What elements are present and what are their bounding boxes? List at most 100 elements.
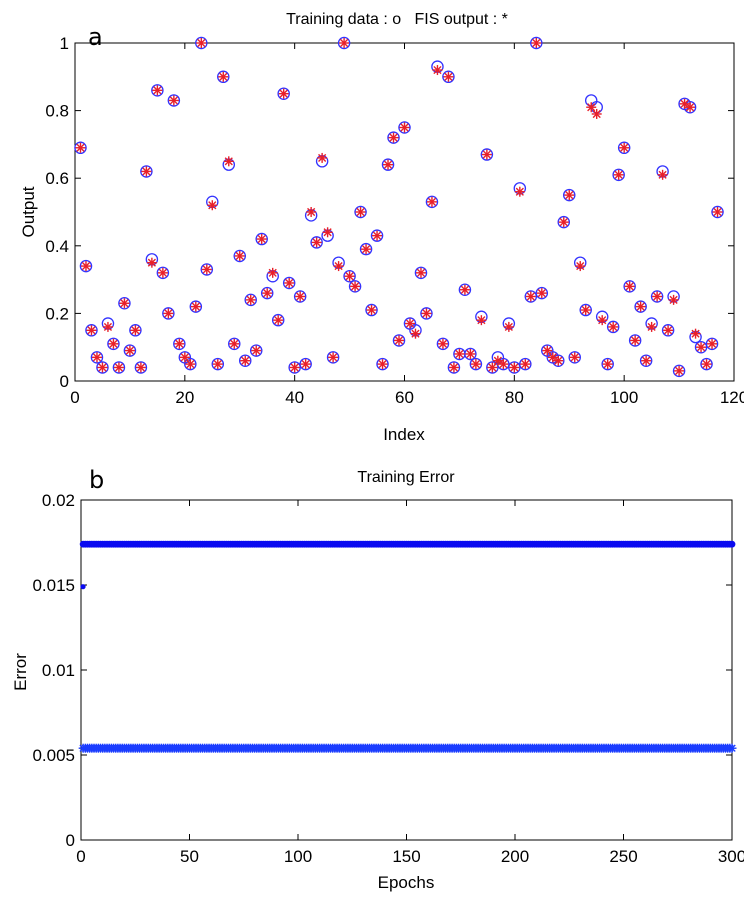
training-data-point: [606, 320, 620, 334]
training-data-point: [617, 141, 631, 155]
training-data-point: [519, 357, 532, 371]
training-data-point: [464, 347, 477, 361]
fis-output-point: [569, 352, 580, 363]
training-data-point: [398, 121, 411, 134]
fis-output-point: [580, 305, 591, 316]
training-data-point: [299, 357, 312, 371]
fis-output-point: [113, 362, 124, 373]
fis-output-point: [690, 328, 701, 339]
training-data-point: [458, 283, 472, 296]
chart-a-xtick-label: 80: [505, 388, 524, 407]
fis-output-point: [492, 355, 503, 366]
fis-output-point: [437, 338, 448, 349]
fis-output-point: [421, 308, 432, 319]
training-data-point: [469, 357, 483, 371]
fis-output-point: [487, 362, 498, 373]
training-data-point: [711, 205, 724, 219]
fis-output-point: [196, 38, 207, 48]
training-data-point: [156, 266, 170, 280]
fis-output-point: [476, 315, 487, 326]
training-data-point: [195, 36, 208, 50]
training-data-point: [601, 357, 614, 371]
training-data-point: [354, 205, 367, 219]
fis-output-point: [328, 352, 339, 363]
chart-a-ytick-label: 1: [60, 34, 69, 53]
fis-output-point: [701, 359, 712, 370]
fis-output-point: [289, 362, 300, 373]
fis-output-point: [443, 71, 454, 82]
fis-output-point: [284, 277, 295, 288]
chart-b-ytick-label: 0.015: [32, 576, 75, 595]
fis-output-point: [300, 359, 311, 370]
fis-output-point: [668, 294, 679, 305]
fis-output-point: [459, 284, 470, 295]
training-data-point: [123, 344, 137, 357]
fis-output-point: [256, 234, 267, 245]
training-data-point: [189, 300, 203, 313]
fis-output-point: [108, 338, 119, 349]
training-data-point: [694, 340, 708, 354]
fis-output-point: [641, 355, 652, 366]
fis-output-point: [646, 321, 657, 332]
training-data-point: [365, 303, 378, 317]
fis-output-point: [372, 230, 383, 241]
training-data-point: [140, 165, 153, 178]
chart-a-title: Training data : o FIS output : *: [286, 11, 508, 28]
training-data-point: [277, 87, 290, 100]
training-data-point: [447, 361, 461, 374]
fis-output-point: [564, 190, 575, 201]
chart-b-ytick-label: 0.02: [42, 491, 75, 510]
training-data-point: [326, 351, 340, 364]
fis-output-point: [712, 207, 723, 217]
training-data-point: [184, 357, 197, 371]
fis-output-point: [75, 142, 86, 153]
fis-output-point: [630, 335, 641, 346]
fis-output-point: [657, 169, 668, 180]
chart-a-xtick-label: 100: [610, 388, 638, 407]
chart-a-marks: [74, 36, 724, 378]
chart-b-xtick-label: 50: [180, 847, 199, 866]
training-data-point: [524, 290, 538, 303]
initial-error-dot: [80, 584, 86, 590]
chart-b-plot-area: [80, 499, 733, 841]
training-data-point: [420, 307, 433, 320]
training-data-point: [535, 286, 549, 300]
fis-output-point: [432, 65, 443, 76]
training-data-point: [650, 290, 664, 303]
panel-label-a: a: [88, 23, 103, 51]
chart-b-ytick-label: 0.01: [42, 661, 75, 680]
chart-a-ytick-label: 0.6: [45, 169, 69, 188]
training-data-point: [293, 290, 307, 303]
fis-output-point: [608, 321, 619, 332]
chart-b: b Training Error 0 50 100 150 200 250 300 0 0.00…: [11, 464, 744, 892]
chart-b-ylabel: Error: [11, 653, 30, 691]
fis-output-point: [130, 325, 141, 336]
chart-b-ytick-label: 0: [66, 831, 75, 850]
training-data-point: [634, 300, 647, 313]
fis-output-point: [547, 352, 558, 363]
training-data-point: [271, 313, 285, 327]
training-data-point: [310, 236, 323, 249]
fis-output-point: [542, 345, 553, 356]
fis-output-point: [146, 257, 157, 268]
fis-output-point: [503, 321, 514, 332]
fis-output-point: [168, 95, 179, 106]
training-data-point: [162, 307, 175, 320]
fis-output-point: [223, 156, 234, 167]
fis-output-point: [212, 359, 223, 370]
chart-b-xtick-label: 250: [609, 847, 637, 866]
fis-output-point: [394, 335, 405, 346]
training-data-point: [85, 324, 98, 337]
fis-output-point: [229, 338, 240, 349]
training-data-point: [508, 361, 521, 374]
training-data-point: [348, 280, 362, 293]
training-data-point: [568, 351, 581, 364]
chart-a-ytick-label: 0.4: [45, 237, 69, 256]
panel-label-b-mask: [80, 464, 104, 486]
chart-b-xtick-label: 150: [392, 847, 420, 866]
training-data-point: [211, 357, 225, 371]
training-data-point: [244, 293, 257, 307]
training-data-point: [480, 148, 494, 161]
chart-b-ytick-label: 0.005: [32, 746, 75, 765]
